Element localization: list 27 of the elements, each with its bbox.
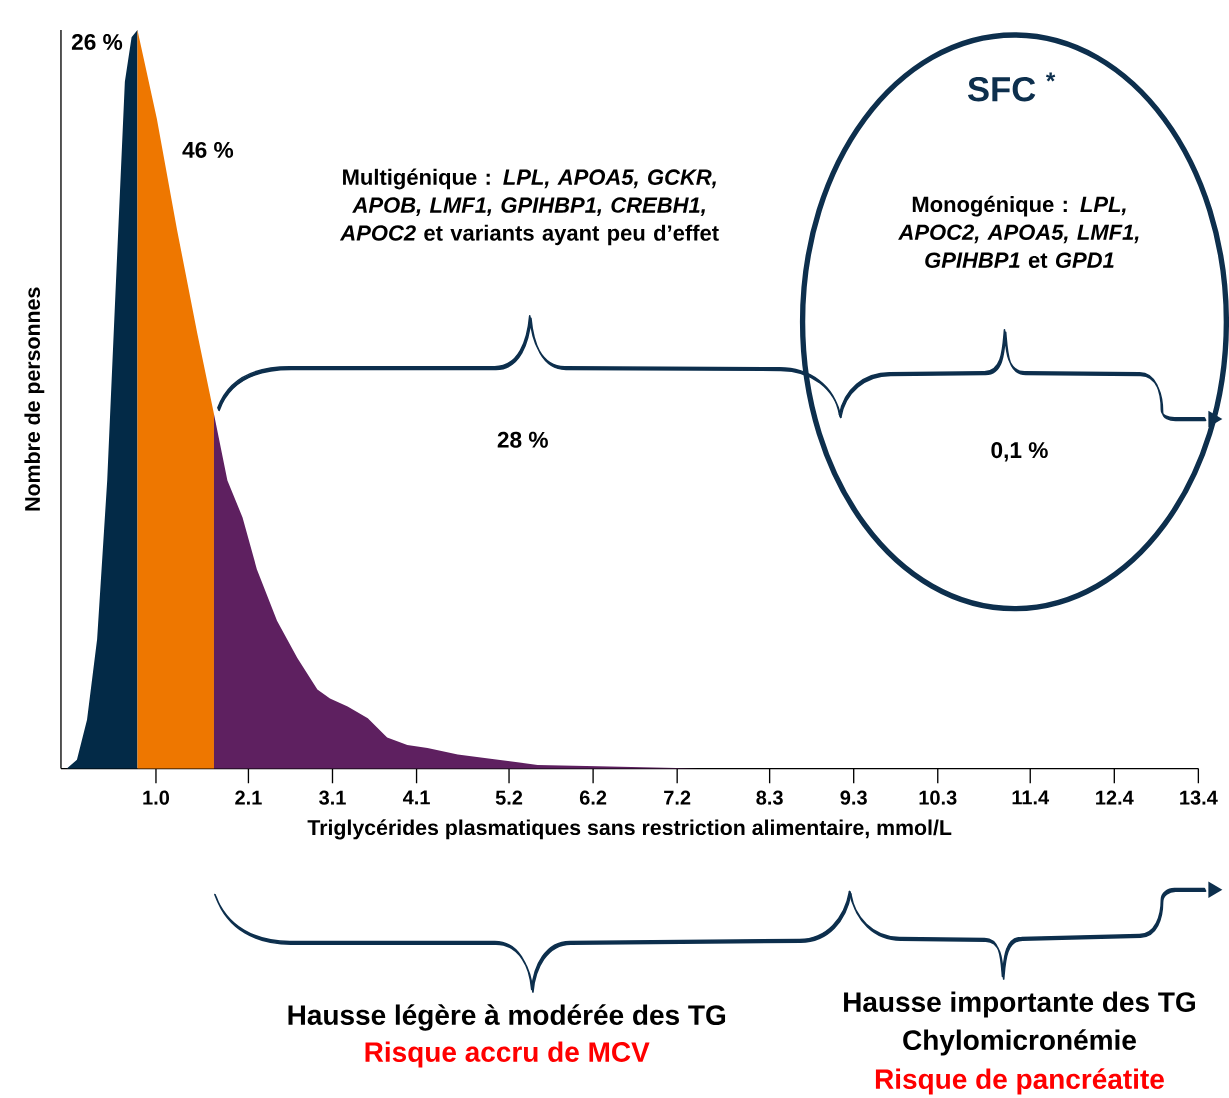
annotation: Multigénique : LPL, APOA5, GCKR, APOB, LMF1, GPIHBP1, CREBH1, APOC2 et variants ayant peu d’effet xyxy=(339,168,719,245)
text: Hausse importante des TG xyxy=(844,991,1195,1018)
annotation: 28 % xyxy=(497,431,548,448)
x-tick-label: 11.4 xyxy=(1012,790,1050,805)
x-tick-label: 12.4 xyxy=(1096,790,1134,805)
x-tick-label: 3.1 xyxy=(319,790,346,805)
x-tick-label: 9.3 xyxy=(840,790,867,805)
annotation: SFC $^{*}$ xyxy=(967,72,1056,102)
x-tick-label: 8.3 xyxy=(756,790,783,805)
annotation: Monogénique : LPL, APOC2, APOA5, LMF1, GPIHBP1 et GPD1 xyxy=(898,195,1139,268)
annotation: 26 % xyxy=(71,33,123,50)
x-tick-label: 10.3 xyxy=(919,790,957,805)
text: Chylomicronémie xyxy=(903,1029,1136,1056)
x-tick-label: 13.4 xyxy=(1180,790,1218,805)
annotation: 46 % xyxy=(182,141,234,158)
text: Risque accru de MCV xyxy=(365,1041,650,1068)
x-axis-title: Triglycérides plasmatiques sans restriction alimentaire, mmol/L xyxy=(307,819,952,840)
x-tick-label: 6.2 xyxy=(579,790,607,805)
x-tick-label: 4.1 xyxy=(402,790,430,805)
x-tick-label: 7.2 xyxy=(664,790,691,805)
text: Risque de pancréatite xyxy=(875,1068,1164,1095)
x-tick-label: 1.0 xyxy=(143,790,170,805)
x-tick-label: 2.1 xyxy=(235,790,262,805)
text: Hausse légère à modérée des TG xyxy=(288,1004,726,1031)
y-axis-title: Nombre de personnes xyxy=(24,287,45,511)
annotation: 0,1 % xyxy=(991,441,1048,462)
x-tick-label: 5.2 xyxy=(495,790,523,805)
